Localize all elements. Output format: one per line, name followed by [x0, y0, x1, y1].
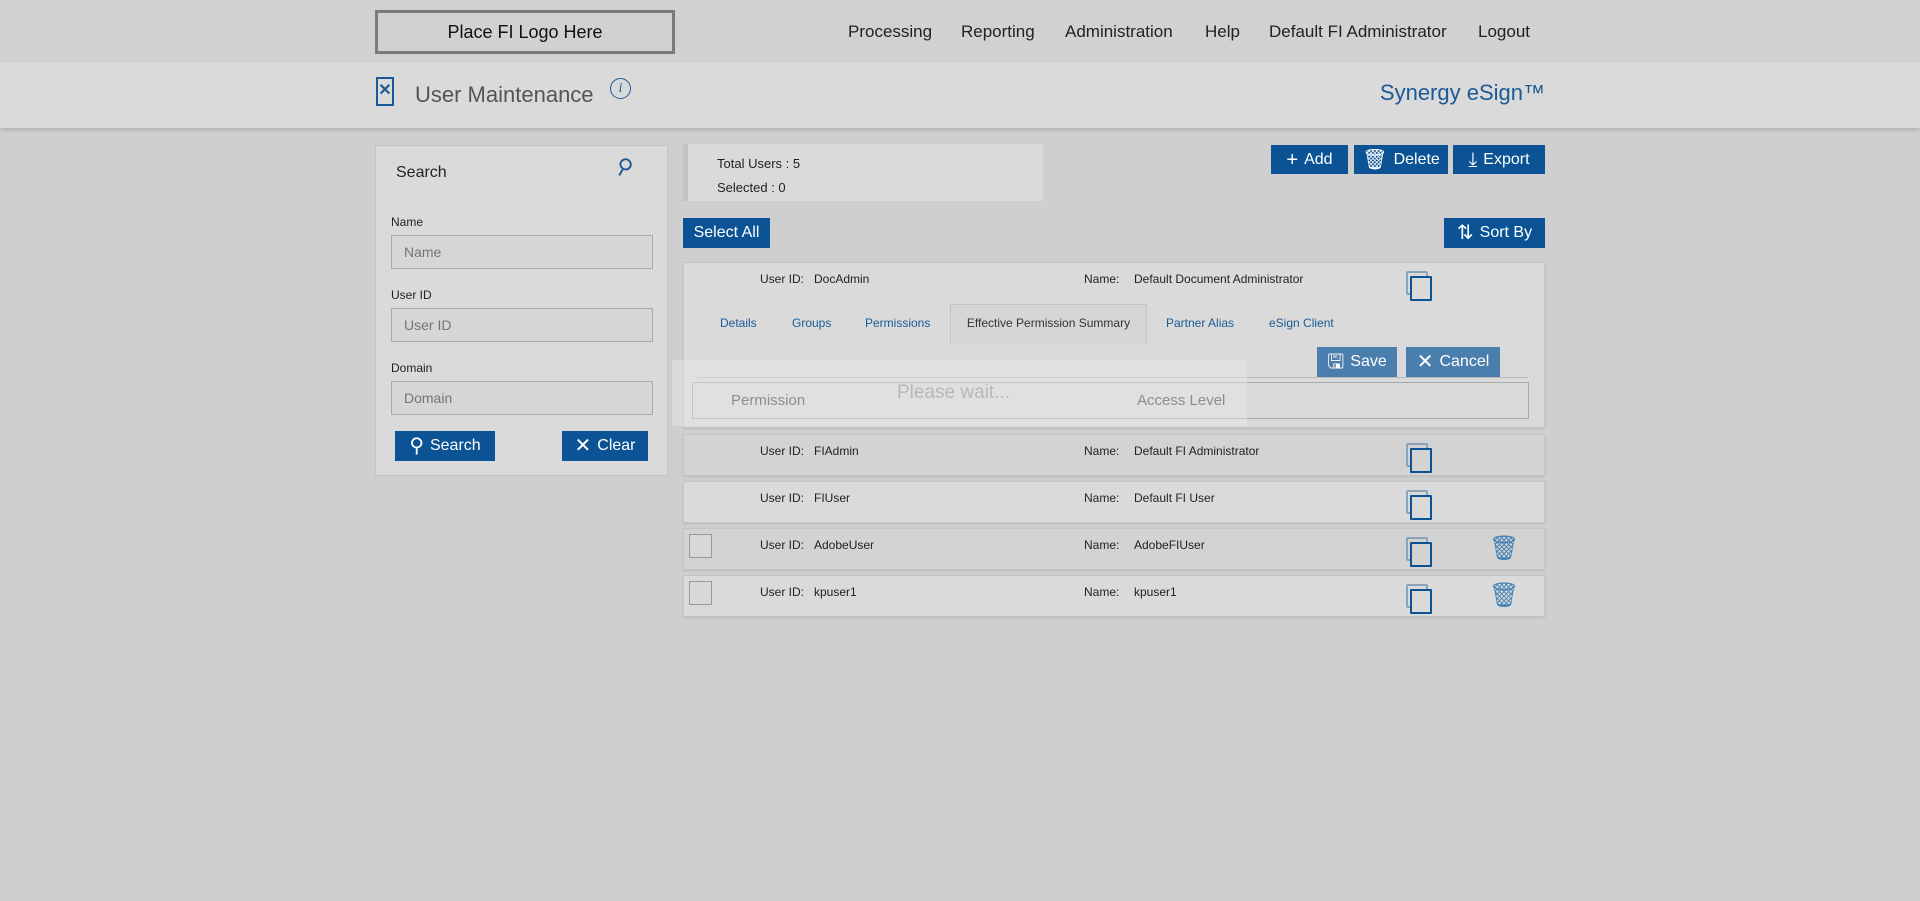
tab-permissions[interactable]: Permissions [865, 316, 931, 330]
nav-user-menu[interactable]: Default FI Administrator [1269, 22, 1447, 41]
user-row[interactable]: User ID: FIAdmin Name: Default FI Admini… [683, 434, 1545, 476]
trash-icon[interactable]: 🗑 [1489, 582, 1520, 609]
loading-text: Please wait... [897, 382, 1010, 403]
name-value: Default FI User [1134, 491, 1215, 505]
user-id-label: User ID: [760, 444, 805, 458]
copy-icon[interactable] [1406, 490, 1432, 520]
tab-details[interactable]: Details [720, 316, 757, 330]
trash-icon[interactable]: 🗑 [1489, 535, 1520, 562]
tab-esign-client[interactable]: eSign Client [1269, 316, 1334, 330]
tab-partner-alias[interactable]: Partner Alias [1166, 316, 1235, 330]
selected-count: Selected : 0 [717, 180, 786, 195]
name-value: Default FI Administrator [1134, 444, 1260, 458]
name-input[interactable] [391, 235, 653, 269]
sort-by-button[interactable]: ⇅ Sort By [1444, 218, 1545, 248]
close-icon: ✕ [574, 435, 592, 457]
cancel-button[interactable]: ✕ Cancel [1406, 347, 1500, 377]
user-id-value: AdobeUser [814, 538, 875, 552]
user-id-label: User ID: [760, 491, 805, 505]
logo-placeholder: Place FI Logo Here [375, 10, 675, 54]
save-button[interactable]: 🖫 Save [1317, 347, 1397, 377]
add-button-label: Add [1304, 150, 1333, 168]
copy-icon[interactable] [1406, 537, 1432, 567]
clear-button-label: Clear [597, 437, 636, 454]
info-icon[interactable]: i [610, 78, 631, 99]
plus-icon: + [1286, 148, 1299, 171]
permission-table-header: Permission Access Level [692, 382, 1529, 419]
column-access-level: Access Level [1137, 392, 1226, 409]
name-label: Name: [1084, 538, 1120, 552]
export-button-label: Export [1483, 150, 1530, 168]
search-icon: ⚲ [409, 435, 424, 457]
tab-groups[interactable]: Groups [792, 316, 832, 330]
download-icon: ⤓ [1468, 148, 1478, 171]
name-label: Name: [1084, 272, 1120, 286]
user-id-value: FIUser [814, 491, 850, 505]
select-all-button[interactable]: Select All [683, 218, 770, 248]
user-id-label: User ID: [760, 538, 805, 552]
nav-administration[interactable]: Administration [1065, 22, 1173, 41]
page-title: User Maintenance [415, 82, 594, 107]
user-stats: Total Users : 5 Selected : 0 [683, 144, 1043, 201]
user-row[interactable]: User ID: AdobeUser Name: AdobeFIUser 🗑 [683, 528, 1545, 570]
name-label: Name: [1084, 585, 1120, 599]
search-panel-title: Search [396, 164, 447, 181]
sort-by-label: Sort By [1479, 224, 1533, 241]
page-header [0, 62, 1920, 128]
user-id-value: FIAdmin [814, 444, 859, 458]
user-id-label: User ID: [760, 585, 805, 599]
top-bar [0, 0, 1920, 62]
user-row[interactable]: User ID: kpuser1 Name: kpuser1 🗑 [683, 575, 1545, 617]
loading-overlay: Please wait... [672, 360, 1247, 426]
search-button[interactable]: ⚲ Search [395, 431, 495, 461]
user-id-label: User ID: [760, 272, 805, 286]
copy-icon[interactable] [1406, 443, 1432, 473]
brand-name: Synergy eSign™ [1379, 80, 1545, 105]
user-id-value: DocAdmin [814, 272, 870, 286]
nav-logout[interactable]: Logout [1478, 22, 1530, 41]
tab-effective-permission-summary[interactable]: Effective Permission Summary [966, 316, 1131, 330]
copy-icon[interactable] [1406, 584, 1432, 614]
copy-icon[interactable] [1406, 271, 1432, 301]
domain-input[interactable] [391, 381, 653, 415]
add-button[interactable]: + Add [1271, 145, 1348, 174]
user-maintenance-icon: ✕ [376, 77, 394, 106]
clear-button[interactable]: ✕ Clear [562, 431, 648, 461]
search-button-label: Search [429, 437, 481, 454]
domain-label: Domain [391, 361, 433, 375]
name-value: kpuser1 [1134, 585, 1177, 599]
nav-help[interactable]: Help [1205, 22, 1240, 41]
sort-icon: ⇅ [1456, 222, 1474, 244]
nav-processing[interactable]: Processing [848, 22, 933, 41]
search-panel: Search ⚲ Name User ID Domain ⚲ Search ✕ Cl… [375, 145, 668, 476]
row-checkbox[interactable] [689, 581, 712, 605]
name-value: Default Document Administrator [1134, 272, 1304, 286]
name-label: Name: [1084, 491, 1120, 505]
row-checkbox[interactable] [689, 534, 712, 558]
total-users: Total Users : 5 [717, 156, 801, 171]
name-label: Name [391, 215, 424, 229]
trash-icon: 🗑 [1362, 148, 1388, 171]
user-row-expanded[interactable]: User ID: DocAdmin Name: Default Document… [683, 262, 1545, 428]
save-icon: 🖫 [1327, 351, 1345, 373]
save-button-label: Save [1350, 353, 1387, 370]
name-label: Name: [1084, 444, 1120, 458]
column-permission: Permission [731, 392, 806, 409]
divider [697, 377, 1528, 378]
user-id-label: User ID [391, 288, 432, 302]
user-row[interactable]: User ID: FIUser Name: Default FI User [683, 481, 1545, 523]
pin-icon[interactable]: ⚲ [611, 151, 638, 182]
delete-button[interactable]: 🗑 Delete [1354, 145, 1448, 174]
user-id-value: kpuser1 [814, 585, 857, 599]
export-button[interactable]: ⤓ Export [1453, 145, 1545, 174]
delete-button-label: Delete [1393, 150, 1440, 168]
name-value: AdobeFIUser [1134, 538, 1205, 552]
close-icon: ✕ [1416, 351, 1434, 373]
nav-reporting[interactable]: Reporting [961, 22, 1035, 41]
cancel-button-label: Cancel [1439, 353, 1490, 370]
tab-active-bg [950, 304, 1147, 344]
user-id-input[interactable] [391, 308, 653, 342]
